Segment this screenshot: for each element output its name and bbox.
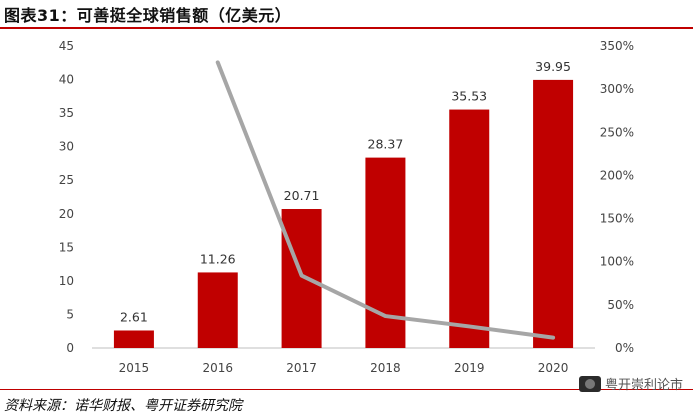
right-tick-label: 300% [600,82,634,96]
left-tick-label: 35 [59,106,74,120]
right-tick-label: 0% [615,341,634,355]
left-tick-label: 0 [66,341,74,355]
bar [533,79,574,348]
bar-series [113,79,574,348]
x-tick-label: 2015 [119,361,150,375]
watermark: 粤开崇利论市 [578,374,683,393]
bar-data-label: 28.37 [368,137,404,152]
left-tick-label: 45 [59,39,74,53]
left-tick-label: 25 [59,173,74,187]
left-tick-label: 10 [59,274,74,288]
right-tick-label: 150% [600,212,634,226]
wechat-logo-icon [578,375,601,392]
bar-data-label: 11.26 [200,251,236,266]
right-axis-ticks: 0% 50% 100% 150% 200% 250% 300% 350% [600,39,634,355]
bar [449,109,490,348]
left-axis-ticks: 0 5 10 15 20 25 30 35 40 45 [59,39,74,355]
x-tick-label: 2018 [370,361,401,375]
left-tick-label: 30 [59,140,74,154]
bar-data-label: 2.61 [120,309,148,324]
bar-data-label: 39.95 [535,59,571,74]
left-tick-label: 15 [59,240,74,254]
bottom-divider [0,389,693,390]
left-tick-label: 40 [59,73,74,87]
top-divider [0,27,693,29]
source-note: 资料来源：诺华财报、粤开证券研究院 [4,398,242,414]
right-tick-label: 100% [600,255,634,269]
left-tick-label: 5 [66,307,74,321]
bar-data-label: 35.53 [451,89,487,104]
right-tick-label: 250% [600,125,634,139]
bar-data-labels: 2.61 11.26 20.71 28.37 35.53 39.95 [120,59,571,325]
watermark-text: 粤开崇利论市 [604,378,683,393]
right-tick-label: 200% [600,168,634,182]
x-tick-label: 2017 [286,361,317,375]
bar-data-label: 20.71 [284,188,320,203]
bar [113,330,154,348]
bar [197,272,238,348]
x-tick-label: 2019 [454,361,485,375]
left-tick-label: 20 [59,207,74,221]
x-tick-label: 2020 [538,361,569,375]
x-tick-label: 2016 [202,361,233,375]
right-tick-label: 50% [607,298,634,312]
bar [281,209,322,348]
right-tick-label: 350% [600,39,634,53]
chart-canvas: 0 5 10 15 20 25 30 35 40 45 0% 50% 100% 150% 200% 250%… [59,39,634,375]
growth-rate-line [215,60,556,340]
x-axis-ticks: 2015 2016 2017 2018 2019 2020 [119,361,569,375]
chart-title: 图表31：可善挺全球销售额（亿美元） [4,6,292,25]
